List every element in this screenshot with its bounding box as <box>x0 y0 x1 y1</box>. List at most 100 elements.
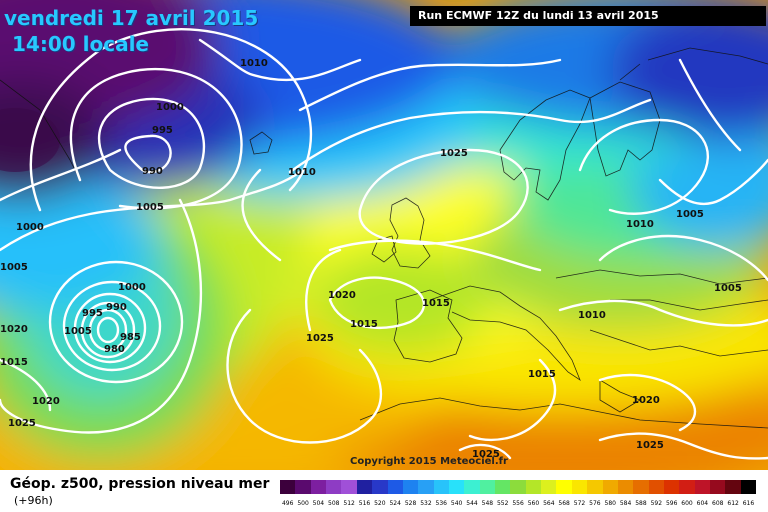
isobar-label: 1010 <box>288 167 316 178</box>
color-scale-value: 496 <box>281 500 294 507</box>
color-scale-swatch <box>310 480 327 494</box>
isobar-lines <box>0 28 768 460</box>
color-scale-value: 548 <box>481 500 494 507</box>
isobar-label: 990 <box>106 302 127 313</box>
color-scale-value: 592 <box>650 500 663 507</box>
forecast-date: vendredi 17 avril 2015 <box>4 6 259 30</box>
isobar-label: 1015 <box>350 319 378 330</box>
isobar-label: 1005 <box>676 209 704 220</box>
color-scale-value: 576 <box>589 500 601 507</box>
isobar-label: 990 <box>142 166 163 177</box>
color-scale-swatch <box>617 480 634 494</box>
isobar-label: 1005 <box>714 283 742 294</box>
color-scale-value: 556 <box>512 500 524 507</box>
isobar-label: 985 <box>120 332 141 343</box>
color-scale-swatch <box>571 480 588 494</box>
color-scale-value: 516 <box>358 500 371 507</box>
copyright-notice: Copyright 2015 Meteociel.fr <box>350 456 508 467</box>
color-scale-value: 572 <box>573 500 586 507</box>
color-scale-swatch <box>464 480 480 494</box>
color-scale-swatch <box>341 480 357 494</box>
isobar-label: 1015 <box>422 298 450 309</box>
color-scale-swatch <box>663 480 680 494</box>
color-scale-swatch <box>433 480 449 494</box>
isobar-label: 1005 <box>0 262 28 273</box>
color-scale-swatch <box>479 480 496 494</box>
color-scale-value: 536 <box>435 500 447 507</box>
isobar-label: 1020 <box>328 290 356 301</box>
isobar-label: 1015 <box>0 357 28 368</box>
color-scale-value: 528 <box>404 500 417 507</box>
color-scale-swatch <box>495 480 511 494</box>
color-scale-value: 524 <box>389 500 401 507</box>
isobar-labels: 1010 1000 995 990 1005 1010 1025 1000 10… <box>0 58 742 460</box>
isobar-label: 1020 <box>32 396 60 407</box>
isobar-label: 1025 <box>8 418 36 429</box>
color-scale-swatch <box>602 480 618 494</box>
color-scale-swatch <box>587 480 603 494</box>
color-scale-value: 616 <box>742 500 755 507</box>
color-scale-swatch <box>510 480 526 494</box>
color-scale-value: 544 <box>466 500 478 507</box>
color-scale-swatch <box>418 480 434 494</box>
isobar-label: 1025 <box>472 449 500 460</box>
forecast-time: 14:00 locale <box>12 32 149 56</box>
isobar-label: 1000 <box>118 282 146 293</box>
color-scale-value: 564 <box>543 500 555 507</box>
color-scale-value: 560 <box>527 500 540 507</box>
color-scale-swatch <box>387 480 403 494</box>
isobar-label: 1000 <box>156 102 184 113</box>
isobar-label: 1010 <box>626 219 654 230</box>
coastlines <box>0 47 768 429</box>
color-scale-swatch <box>633 480 649 494</box>
color-scale-value: 552 <box>496 500 509 507</box>
color-scale-value: 612 <box>727 500 739 507</box>
isobar-label: 1010 <box>578 310 606 321</box>
isobar-label: 1015 <box>528 369 556 380</box>
color-scale-swatch <box>326 480 342 494</box>
color-scale-swatch <box>556 480 572 494</box>
color-scale-value: 596 <box>665 500 678 507</box>
color-scale-value: 500 <box>297 500 309 507</box>
isobar-label: 995 <box>82 308 103 319</box>
color-scale-swatch <box>541 480 557 494</box>
color-scale-labels: 496 500 504 508 512 516 520 524 528 532 536 540 544 5… <box>280 500 756 510</box>
color-scale-swatch <box>402 480 419 494</box>
color-scale-value: 532 <box>420 500 432 507</box>
forecast-lead-time: (+96h) <box>14 494 53 507</box>
color-scale-swatch <box>648 480 664 494</box>
color-scale-value: 540 <box>450 500 463 507</box>
color-scale-swatch <box>295 480 311 494</box>
color-scale-value: 580 <box>604 500 616 507</box>
color-scale-swatch <box>372 480 388 494</box>
color-scale-value: 568 <box>558 500 570 507</box>
isobar-label: 1020 <box>0 324 28 335</box>
isobar-label: 1025 <box>636 440 664 451</box>
isobar-label: 1010 <box>240 58 268 69</box>
color-scale-value: 604 <box>696 500 709 507</box>
color-scale-value: 600 <box>681 500 693 507</box>
color-scale-value: 508 <box>328 500 340 507</box>
color-scale-value: 608 <box>712 500 724 507</box>
forecast-map: 1010 1000 995 990 1005 1010 1025 1000 10… <box>0 0 768 470</box>
color-scale-value: 504 <box>312 500 325 507</box>
field-description: Géop. z500, pression niveau mer <box>10 476 270 492</box>
model-run-banner: Run ECMWF 12Z du lundi 13 avril 2015 <box>410 6 766 26</box>
color-scale-value: 584 <box>619 500 632 507</box>
color-scale-value: 520 <box>374 500 386 507</box>
geopotential-field <box>0 0 768 470</box>
color-scale-swatch <box>525 480 542 494</box>
color-scale-value: 512 <box>343 500 355 507</box>
color-scale-swatch <box>280 480 296 494</box>
color-scale-swatch <box>740 480 757 494</box>
color-scale-swatch <box>679 480 695 494</box>
isobar-label: 980 <box>104 344 125 355</box>
color-scale-swatch <box>356 480 373 494</box>
isobar-label: 1005 <box>64 326 92 337</box>
isobar-label: 1025 <box>306 333 334 344</box>
isobar-label: 995 <box>152 125 173 136</box>
color-scale-swatch <box>694 480 711 494</box>
isobar-label: 1005 <box>136 202 164 213</box>
color-scale-swatch <box>725 480 741 494</box>
